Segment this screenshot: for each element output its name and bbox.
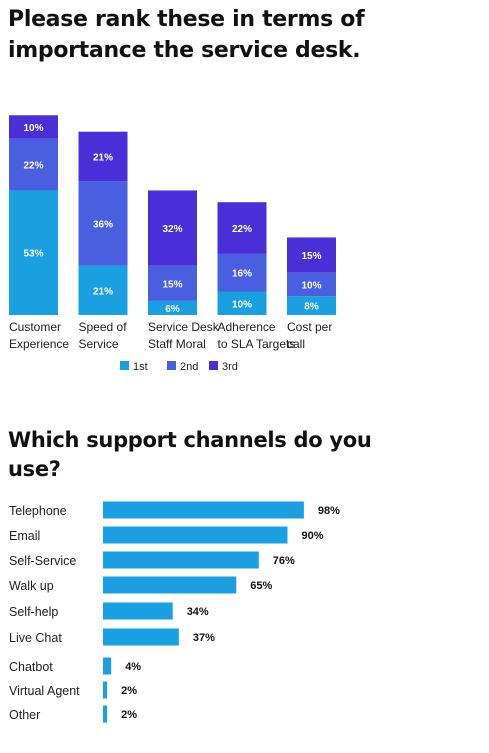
category-label: Customer [9, 320, 61, 334]
channel-label: Other [9, 708, 40, 722]
bar-segment-1st [287, 296, 336, 315]
bar-segment-3rd [148, 190, 197, 266]
bar-value-label: 8% [304, 302, 319, 313]
channel-label: Telephone [9, 504, 67, 518]
bar-value-label: 22% [232, 224, 252, 235]
channels-chart-title: Which support channels do you use? [8, 428, 372, 481]
category-label: to SLA Targets [218, 337, 296, 351]
bar-segment-3rd [78, 131, 128, 182]
bar-segment-2nd [287, 272, 336, 297]
bar-value-label: 10% [23, 123, 43, 134]
bar-segment-2nd [78, 181, 128, 266]
bar-segment-3rd [287, 237, 336, 273]
bar-value-label: 21% [93, 152, 113, 163]
category-label: Cost per [287, 320, 332, 334]
channel-label: Self-help [9, 605, 58, 619]
bar-value-label: 10% [232, 299, 252, 310]
category-label: Service [79, 337, 119, 351]
channel-bar [103, 602, 173, 620]
bar-segment-1st [78, 265, 128, 315]
bar-segment-3rd [9, 115, 58, 139]
bar-segment-2nd [148, 265, 197, 301]
channel-value-label: 90% [302, 530, 324, 542]
category-label: Experience [9, 337, 69, 351]
channel-bar [103, 576, 237, 594]
bar-value-label: 15% [301, 251, 321, 262]
bar-value-label: 10% [301, 280, 321, 291]
channel-label: Live Chat [9, 631, 62, 645]
bar-value-label: 6% [165, 304, 180, 315]
channel-bar [103, 501, 304, 519]
channel-bar [103, 705, 108, 723]
channel-value-label: 37% [193, 632, 215, 644]
channel-value-label: 2% [121, 685, 137, 697]
channel-value-label: 65% [250, 580, 272, 592]
channel-label: Self-Service [9, 554, 76, 568]
channel-value-label: 34% [187, 606, 209, 618]
bar-segment-1st [217, 291, 267, 315]
channel-label: Email [9, 529, 40, 543]
legend-label-3rd: 3rd [222, 361, 238, 373]
bar-segment-3rd [217, 202, 267, 254]
channel-bar [103, 551, 259, 569]
bar-value-label: 15% [162, 279, 182, 290]
channel-label: Walk up [9, 579, 54, 593]
category-label: call [287, 337, 305, 351]
channel-label: Chatbot [9, 660, 53, 674]
bar-value-label: 16% [232, 269, 252, 280]
legend-swatch-1st [120, 361, 129, 370]
bar-segment-1st [148, 300, 197, 315]
channel-value-label: 76% [273, 555, 295, 567]
ranking-chart-title: Please rank these in terms of importance… [8, 7, 365, 63]
channel-label: Virtual Agent [9, 684, 80, 698]
legend-label-2nd: 2nd [180, 361, 198, 373]
category-label: Staff Moral [148, 337, 206, 351]
channel-bar [103, 681, 108, 699]
channels-horizontal-bar-chart: Telephone 98% Email 90% Self-Service 76% Walk … [9, 501, 340, 723]
channel-value-label: 4% [125, 661, 141, 673]
channel-value-label: 2% [121, 709, 137, 721]
bar-value-label: 32% [162, 224, 182, 235]
channel-value-label: 98% [318, 505, 340, 517]
legend-swatch-3rd [209, 361, 218, 370]
category-label: Adherence [218, 320, 276, 334]
legend-label-1st: 1st [133, 361, 148, 373]
channel-bar [103, 628, 179, 646]
bar-segment-2nd [217, 253, 267, 292]
bar-value-label: 53% [23, 249, 43, 260]
bar-segment-2nd [9, 138, 58, 191]
legend-swatch-2nd [167, 361, 176, 370]
category-label: Service Desk [148, 320, 220, 334]
bar-value-label: 36% [93, 219, 113, 230]
bar-segment-1st [9, 190, 58, 315]
bar-value-label: 21% [93, 286, 113, 297]
channel-bar [103, 526, 288, 544]
channel-bar [103, 657, 112, 675]
ranking-stacked-bar-chart: 53% 22% 10% Customer Experience 21% 36% 21% Spee… [9, 115, 336, 373]
category-label: Speed of [79, 320, 128, 334]
bar-value-label: 22% [23, 161, 43, 172]
